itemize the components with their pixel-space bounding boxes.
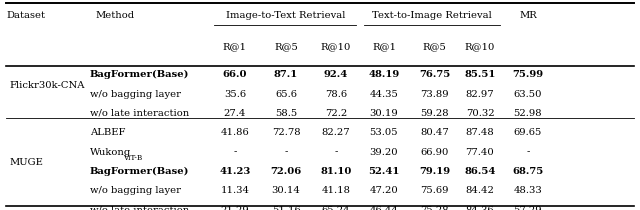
Text: 70.32: 70.32: [466, 109, 494, 118]
Text: R@10: R@10: [465, 42, 495, 51]
Text: 51.16: 51.16: [272, 206, 300, 210]
Text: 47.20: 47.20: [370, 186, 398, 195]
Text: 78.6: 78.6: [325, 90, 347, 99]
Text: R@5: R@5: [422, 42, 447, 51]
Text: Text-to-Image Retrieval: Text-to-Image Retrieval: [372, 10, 492, 20]
Text: -: -: [284, 148, 288, 157]
Text: 41.23: 41.23: [219, 167, 251, 176]
Text: Image-to-Text Retrieval: Image-to-Text Retrieval: [226, 10, 346, 20]
Text: Method: Method: [95, 10, 135, 20]
Text: Dataset: Dataset: [6, 10, 45, 20]
Text: 72.06: 72.06: [271, 167, 301, 176]
Text: 68.75: 68.75: [513, 167, 543, 176]
Text: BagFormer(Base): BagFormer(Base): [90, 70, 189, 79]
Text: R@5: R@5: [274, 42, 298, 51]
Text: 59.28: 59.28: [420, 109, 449, 118]
Text: 66.90: 66.90: [420, 148, 449, 157]
Text: 87.1: 87.1: [274, 70, 298, 79]
Text: 48.33: 48.33: [514, 186, 542, 195]
Text: 66.0: 66.0: [223, 70, 247, 79]
Text: 46.44: 46.44: [369, 206, 399, 210]
Text: 85.51: 85.51: [464, 70, 496, 79]
Text: MR: MR: [519, 10, 537, 20]
Text: 58.5: 58.5: [275, 109, 297, 118]
Text: w/o late interaction: w/o late interaction: [90, 206, 189, 210]
Text: -: -: [526, 148, 530, 157]
Text: -: -: [334, 148, 338, 157]
Text: 82.27: 82.27: [322, 128, 350, 137]
Text: ViT-B: ViT-B: [124, 154, 143, 161]
Text: 72.78: 72.78: [272, 128, 300, 137]
Text: 69.65: 69.65: [514, 128, 542, 137]
Text: 65.24: 65.24: [322, 206, 350, 210]
Text: 44.35: 44.35: [369, 90, 399, 99]
Text: 84.36: 84.36: [466, 206, 494, 210]
Text: 63.50: 63.50: [514, 90, 542, 99]
Text: MUGE: MUGE: [10, 158, 44, 167]
Text: 52.98: 52.98: [514, 109, 542, 118]
Text: 39.20: 39.20: [370, 148, 398, 157]
Text: 82.97: 82.97: [466, 90, 494, 99]
Text: w/o bagging layer: w/o bagging layer: [90, 90, 180, 99]
Text: -: -: [233, 148, 237, 157]
Text: 77.40: 77.40: [466, 148, 494, 157]
Text: 75.69: 75.69: [420, 186, 449, 195]
Text: 75.99: 75.99: [513, 70, 543, 79]
Text: 92.4: 92.4: [324, 70, 348, 79]
Text: 30.14: 30.14: [271, 186, 301, 195]
Text: BagFormer(Base): BagFormer(Base): [90, 167, 189, 176]
Text: R@1: R@1: [223, 42, 247, 51]
Text: 30.19: 30.19: [370, 109, 398, 118]
Text: ALBEF: ALBEF: [90, 128, 125, 137]
Text: 57.29: 57.29: [514, 206, 542, 210]
Text: 72.2: 72.2: [325, 109, 347, 118]
Text: 79.19: 79.19: [419, 167, 450, 176]
Text: 81.10: 81.10: [320, 167, 352, 176]
Text: Flickr30k-CNA: Flickr30k-CNA: [10, 81, 85, 90]
Text: 65.6: 65.6: [275, 90, 297, 99]
Text: 35.6: 35.6: [224, 90, 246, 99]
Text: 80.47: 80.47: [420, 128, 449, 137]
Text: w/o late interaction: w/o late interaction: [90, 109, 189, 118]
Text: 48.19: 48.19: [369, 70, 399, 79]
Text: 52.41: 52.41: [368, 167, 400, 176]
Text: 21.29: 21.29: [221, 206, 249, 210]
Text: 41.86: 41.86: [221, 128, 249, 137]
Text: R@1: R@1: [372, 42, 396, 51]
Text: 53.05: 53.05: [370, 128, 398, 137]
Text: 87.48: 87.48: [466, 128, 494, 137]
Text: 84.42: 84.42: [465, 186, 495, 195]
Text: 76.75: 76.75: [419, 70, 450, 79]
Text: w/o bagging layer: w/o bagging layer: [90, 186, 180, 195]
Text: R@10: R@10: [321, 42, 351, 51]
Text: Wukong: Wukong: [90, 148, 131, 157]
Text: 86.54: 86.54: [464, 167, 496, 176]
Text: 41.18: 41.18: [321, 186, 351, 195]
Text: 27.4: 27.4: [224, 109, 246, 118]
Text: 75.28: 75.28: [420, 206, 449, 210]
Text: 73.89: 73.89: [420, 90, 449, 99]
Text: 11.34: 11.34: [220, 186, 250, 195]
